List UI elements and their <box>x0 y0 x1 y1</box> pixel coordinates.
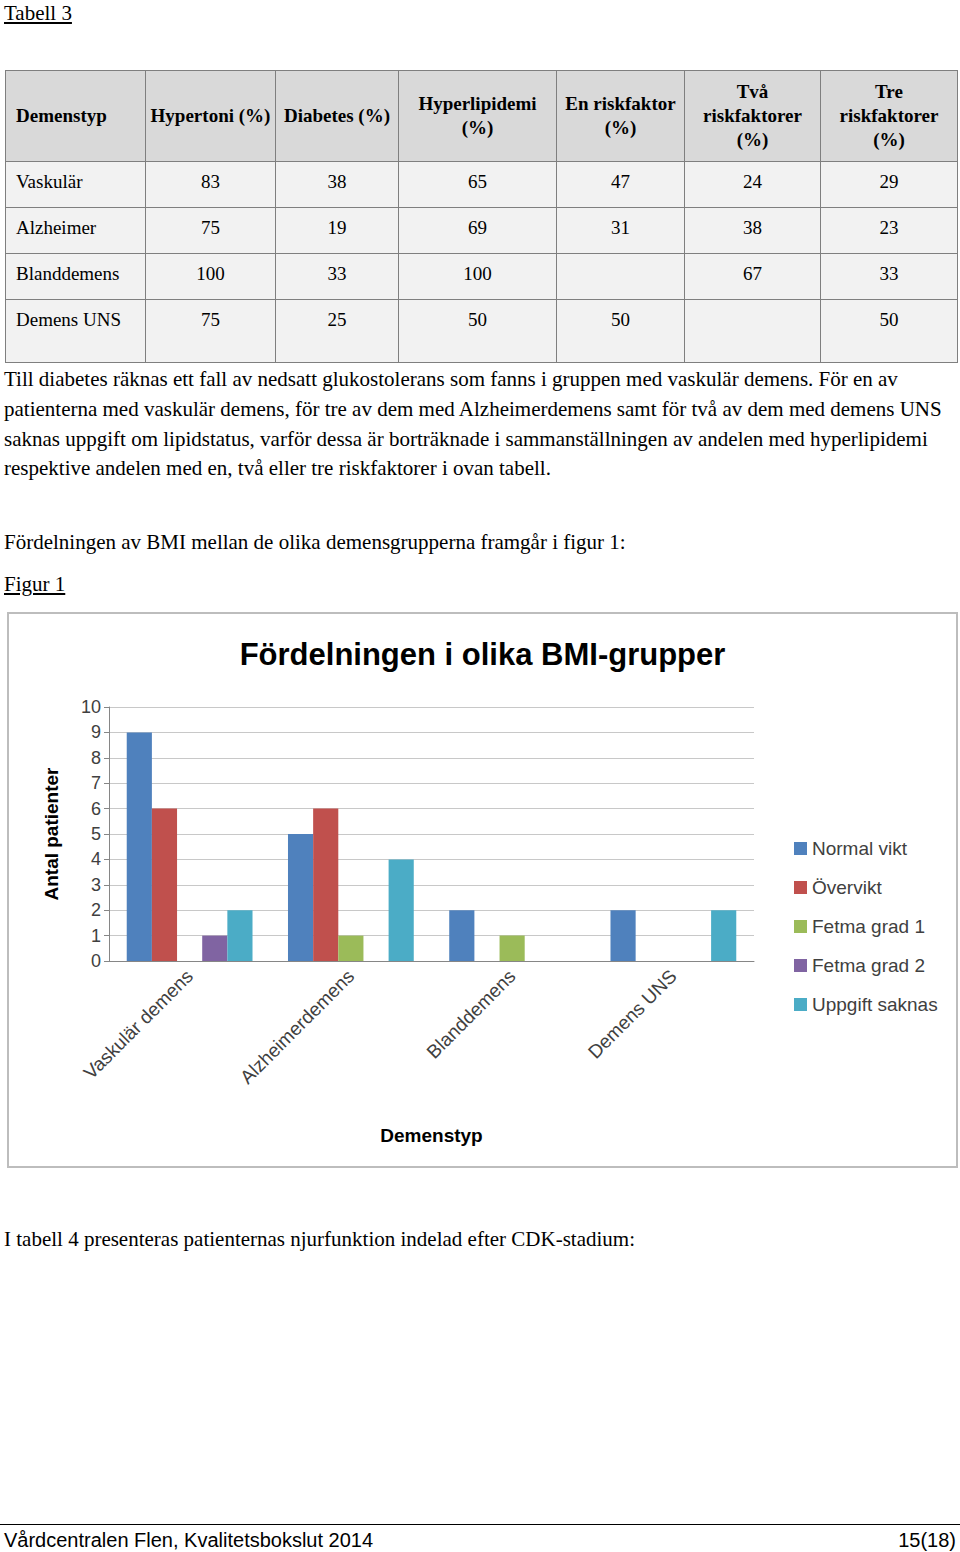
html-text:67: 67 <box>743 263 762 284</box>
svg-text:3: 3 <box>91 875 101 895</box>
html-text:Hypertoni (%): Hypertoni (%) <box>150 105 271 126</box>
html-text:38: 38 <box>327 171 347 192</box>
html-text:69: 69 <box>468 217 487 238</box>
svg-text:Alzheimerdemens: Alzheimerdemens <box>236 966 358 1088</box>
svg-text:0: 0 <box>91 951 101 971</box>
svg-text:Övervikt: Övervikt <box>812 877 882 898</box>
svg-text:4: 4 <box>91 849 101 869</box>
html-text:Till diabetes räknas ett fall: Till diabetes räknas ett fall av nedsatt… <box>4 367 942 481</box>
html-text:24: 24 <box>743 171 762 192</box>
svg-text:Uppgift saknas: Uppgift saknas <box>812 994 938 1015</box>
html-text:23: 23 <box>879 217 899 238</box>
html-text:75: 75 <box>201 309 220 330</box>
svg-text:1: 1 <box>91 926 101 946</box>
html-text:33: 33 <box>879 263 899 284</box>
svg-text:10: 10 <box>81 697 101 717</box>
html-text:50: 50 <box>879 309 899 330</box>
html-text:Tre riskfaktorer (%): Tre riskfaktorer (%) <box>839 81 939 150</box>
html-text:Demens UNS: Demens UNS <box>16 309 121 330</box>
html-text:Alzheimer: Alzheimer <box>16 217 97 238</box>
html-text:47: 47 <box>611 171 630 192</box>
html-text:Fördelningen av BMI mellan de: Fördelningen av BMI mellan de olika deme… <box>4 530 626 554</box>
html-text:31: 31 <box>611 217 630 238</box>
html-text:En riskfaktor (%): En riskfaktor (%) <box>565 93 676 138</box>
html-text:Hyperlipidemi (%): Hyperlipidemi (%) <box>418 93 537 138</box>
html-text:Vårdcentralen Flen, Kvalitetsb: Vårdcentralen Flen, Kvalitetsbokslut 201… <box>4 1529 374 1551</box>
html-text:100: 100 <box>196 263 225 284</box>
html-text:Två riskfaktorer (%): Två riskfaktorer (%) <box>703 81 802 150</box>
html-text:83: 83 <box>201 171 220 192</box>
svg-text:Demenstyp: Demenstyp <box>380 1125 482 1146</box>
html-text:50: 50 <box>611 309 630 330</box>
html-text:15(18): 15(18) <box>898 1529 956 1551</box>
svg-text:Normal vikt: Normal vikt <box>812 838 908 859</box>
html-text:50: 50 <box>468 309 487 330</box>
html-text:Vaskulär: Vaskulär <box>16 171 83 192</box>
html-text:25: 25 <box>327 309 347 330</box>
svg-text:Blanddemens: Blanddemens <box>423 966 520 1063</box>
html-text:19: 19 <box>327 217 347 238</box>
html-text:I tabell 4 presenteras patient: I tabell 4 presenteras patienternas njur… <box>4 1227 635 1251</box>
html-text:100: 100 <box>463 263 492 284</box>
svg-text:9: 9 <box>91 722 101 742</box>
svg-text:6: 6 <box>91 799 101 819</box>
svg-text:7: 7 <box>91 773 101 793</box>
svg-text:Fördelningen i olika BMI-grupp: Fördelningen i olika BMI-grupper <box>240 637 726 672</box>
html-text:65: 65 <box>468 171 487 192</box>
svg-text:Demens UNS: Demens UNS <box>584 966 681 1063</box>
svg-text:8: 8 <box>91 748 101 768</box>
html-text:Demenstyp: Demenstyp <box>16 105 107 126</box>
html-text:Diabetes (%): Diabetes (%) <box>284 105 390 126</box>
svg-text:2: 2 <box>91 900 101 920</box>
svg-text:Antal patienter: Antal patienter <box>41 767 62 901</box>
html-text:75: 75 <box>201 217 220 238</box>
html-text:33: 33 <box>327 263 347 284</box>
svg-text:Fetma grad 2: Fetma grad 2 <box>812 955 925 976</box>
svg-text:5: 5 <box>91 824 101 844</box>
html-text:Figur 1: Figur 1 <box>4 572 66 596</box>
svg-text:Fetma grad 1: Fetma grad 1 <box>812 916 925 937</box>
html-text:38: 38 <box>743 217 762 238</box>
html-text:Tabell 3: Tabell 3 <box>4 1 72 25</box>
html-text:Blanddemens: Blanddemens <box>16 263 120 284</box>
svg-text:Vaskulär demens: Vaskulär demens <box>79 966 197 1084</box>
html-text:29: 29 <box>879 171 899 192</box>
